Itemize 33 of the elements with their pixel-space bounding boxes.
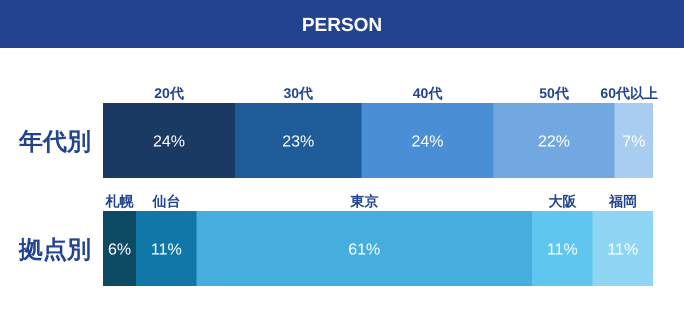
bar [362, 103, 494, 178]
series-label: 福岡 [608, 193, 637, 209]
bar [532, 211, 592, 286]
series-label: 20代 [154, 85, 184, 101]
data-label: 24% [411, 134, 444, 150]
bar [103, 103, 235, 178]
series-label: 30代 [283, 85, 314, 101]
bar [494, 103, 614, 178]
data-label: 6% [108, 242, 132, 258]
data-label: 11% [607, 242, 638, 258]
bar [614, 103, 653, 178]
series-label: 大阪 [548, 193, 578, 209]
series-label: 札幌 [104, 193, 134, 209]
bar [592, 211, 653, 286]
bar [103, 211, 136, 286]
series-label: 50代 [539, 85, 569, 101]
series-label: 東京 [349, 193, 378, 209]
data-label: 22% [538, 134, 570, 150]
data-label: 23% [282, 134, 314, 150]
data-label: 24% [152, 134, 186, 150]
bar [136, 211, 196, 286]
data-label: 61% [348, 242, 380, 258]
chart-title: PERSON [302, 15, 382, 36]
category-label: 拠点別 [19, 236, 91, 264]
bar [196, 211, 532, 286]
data-label: 7% [622, 134, 646, 150]
data-label: 11% [150, 242, 182, 258]
bar [235, 103, 362, 178]
category-label: 年代別 [19, 128, 91, 156]
data-label: 11% [546, 242, 578, 258]
series-label: 60代以上 [600, 85, 658, 101]
series-label: 40代 [412, 85, 442, 101]
series-label: 仙台 [151, 193, 180, 209]
